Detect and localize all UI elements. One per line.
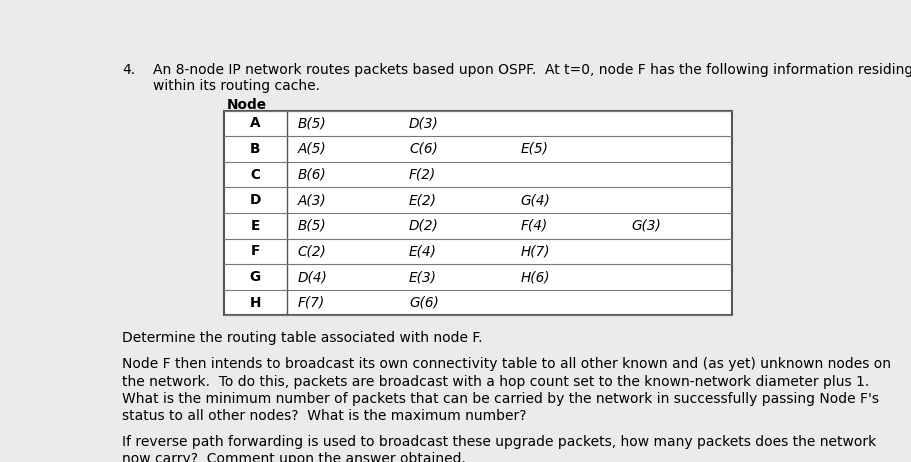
Text: C(6): C(6): [409, 142, 437, 156]
Text: D(2): D(2): [409, 219, 438, 233]
Text: B(6): B(6): [297, 168, 326, 182]
Text: A: A: [250, 116, 261, 130]
Text: F(2): F(2): [409, 168, 435, 182]
Text: What is the minimum number of packets that can be carried by the network in succ: What is the minimum number of packets th…: [122, 392, 878, 406]
Text: E(4): E(4): [409, 244, 436, 258]
Text: B: B: [250, 142, 261, 156]
Text: A(5): A(5): [297, 142, 326, 156]
Text: D: D: [250, 193, 261, 207]
Text: C(2): C(2): [297, 244, 326, 258]
Text: G(4): G(4): [520, 193, 549, 207]
Text: B(5): B(5): [297, 116, 326, 130]
Text: 4.: 4.: [122, 63, 136, 77]
Text: F: F: [251, 244, 260, 258]
Text: Node F then intends to broadcast its own connectivity table to all other known a: Node F then intends to broadcast its own…: [122, 358, 891, 371]
Text: A(3): A(3): [297, 193, 326, 207]
Text: the network.  To do this, packets are broadcast with a hop count set to the know: the network. To do this, packets are bro…: [122, 375, 869, 389]
Text: E: E: [251, 219, 260, 233]
Text: G(3): G(3): [631, 219, 660, 233]
Text: E(2): E(2): [409, 193, 436, 207]
Bar: [223, 110, 732, 316]
Text: now carry?  Comment upon the answer obtained.: now carry? Comment upon the answer obtai…: [122, 452, 466, 462]
Text: B(5): B(5): [297, 219, 326, 233]
Text: E(5): E(5): [520, 142, 548, 156]
Text: within its routing cache.: within its routing cache.: [153, 79, 320, 92]
Text: D(4): D(4): [297, 270, 327, 284]
Text: D(3): D(3): [409, 116, 438, 130]
Text: H: H: [250, 296, 261, 310]
Text: An 8-node IP network routes packets based upon OSPF.  At t=0, node F has the fol: An 8-node IP network routes packets base…: [153, 63, 911, 77]
Text: G(6): G(6): [409, 296, 438, 310]
Text: Determine the routing table associated with node F.: Determine the routing table associated w…: [122, 332, 483, 346]
Text: H(7): H(7): [520, 244, 549, 258]
Bar: [223, 110, 732, 316]
Text: F(4): F(4): [520, 219, 548, 233]
Text: F(7): F(7): [297, 296, 324, 310]
Text: Node: Node: [227, 98, 267, 112]
Text: C: C: [251, 168, 260, 182]
Text: If reverse path forwarding is used to broadcast these upgrade packets, how many : If reverse path forwarding is used to br…: [122, 435, 875, 449]
Text: status to all other nodes?  What is the maximum number?: status to all other nodes? What is the m…: [122, 409, 527, 423]
Text: H(6): H(6): [520, 270, 549, 284]
Text: G: G: [250, 270, 261, 284]
Text: E(3): E(3): [409, 270, 436, 284]
